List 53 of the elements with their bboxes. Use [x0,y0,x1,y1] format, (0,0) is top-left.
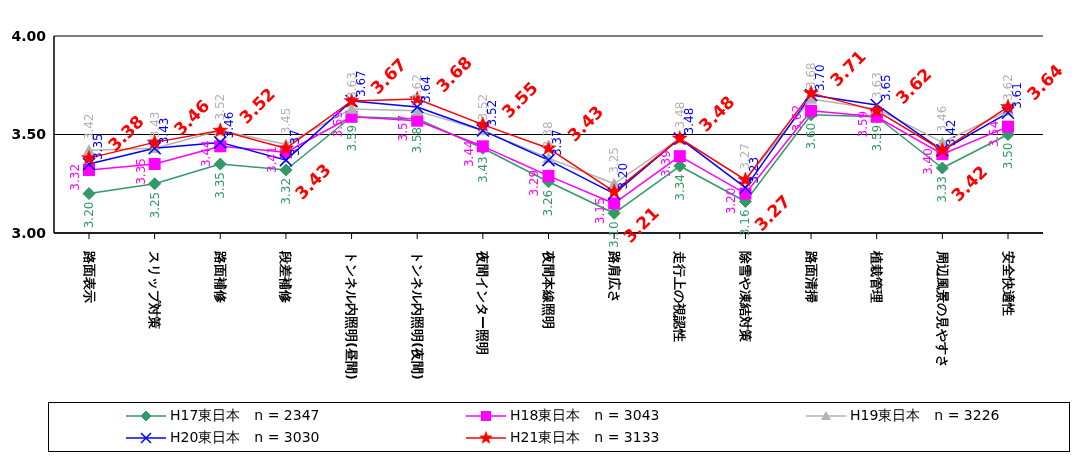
x-tick-label: 路面表示 [81,250,97,303]
data-label: 3.29 [527,169,542,197]
data-label: 3.10 [607,221,622,249]
legend-label: H21東日本 n = 3133 [510,429,660,447]
data-label: 3.40 [921,148,936,175]
data-label: 3.39 [658,150,673,177]
data-label: 3.50 [1001,142,1015,170]
data-label: 3.34 [672,174,687,201]
x-tick-label: 路面補修 [212,250,228,304]
data-label: 3.59 [330,110,345,138]
data-label: 3.15 [593,197,608,225]
y-tick-label: 3.50 [11,126,47,143]
data-label: 3.60 [804,122,819,150]
x-tick-label: トンネル内照明(夜間) [409,251,425,380]
data-label: 3.33 [935,175,950,203]
x-tick-label: 除雪や凍結対策 [737,251,753,343]
legend-label: H19東日本 n = 3226 [850,407,1000,425]
x-tick-label: 路肩広さ [606,250,622,303]
x-tick-label: 植栽管理 [869,250,885,303]
x-tick-label: 安全快適性 [1000,251,1016,316]
x-tick-label: トンネル内照明(昼間) [344,251,360,380]
legend-label: H20東日本 n = 3030 [170,429,320,447]
data-label: 3.35 [213,172,228,199]
data-label: 3.58 [410,126,425,154]
data-label: 3.37 [287,129,302,157]
x-tick-label: スリップ対策 [147,251,163,330]
x-tick-label: 段差補修 [278,250,294,304]
data-label: 3.59 [869,124,884,152]
data-label: 3.59 [344,124,359,152]
data-label: 3.32 [68,163,82,191]
x-tick-label: 路面清掃 [803,250,819,303]
data-label: 3.32 [278,177,293,205]
data-label: 3.26 [541,189,556,217]
y-tick-label: 3.00 [11,224,47,241]
data-label: 3.41 [264,146,279,173]
data-label: 3.16 [738,209,753,237]
data-label: 3.54 [987,120,1001,148]
data-label: 3.43 [475,156,490,184]
data-label: 3.20 [724,187,739,215]
legend-label: H18東日本 n = 3043 [510,407,660,425]
y-tick-label: 4.00 [11,27,47,44]
x-tick-label: 周辺風景の見やすさ [934,250,950,368]
data-label: 3.62 [790,104,805,132]
data-label: 3.44 [461,140,476,168]
data-label: 3.59 [855,110,870,138]
x-tick-label: 走行上の視認性 [672,250,688,342]
legend-label: H17東日本 n = 2347 [170,407,320,425]
data-label: 3.20 [82,201,96,229]
x-tick-label: 夜間インター照明 [475,250,491,355]
x-tick-label: 夜間本線照明 [541,250,556,329]
data-label: 3.35 [133,158,148,185]
data-label: 3.57 [396,114,411,142]
data-label: 3.25 [147,191,162,219]
